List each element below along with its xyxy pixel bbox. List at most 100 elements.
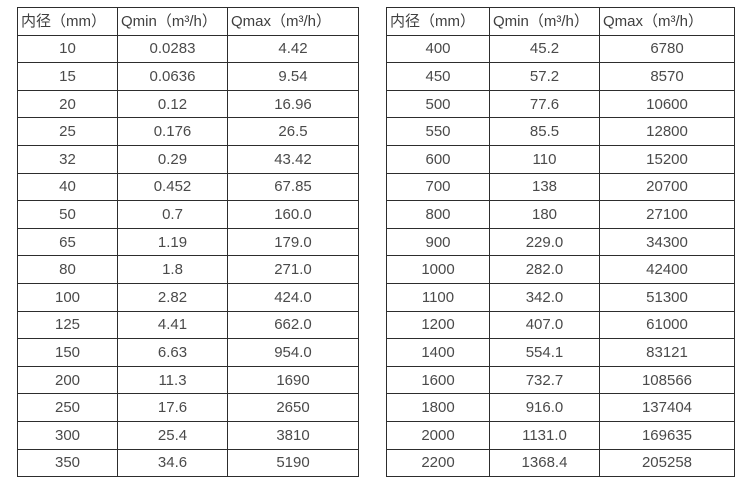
cell: 110 bbox=[489, 144, 600, 174]
cell: 400 bbox=[386, 34, 490, 64]
cell: 1.19 bbox=[117, 227, 228, 257]
table-row: 900 229.0 34300 bbox=[386, 227, 735, 257]
cell: 65 bbox=[17, 227, 118, 257]
cell: 1368.4 bbox=[489, 448, 600, 478]
cell: 0.29 bbox=[117, 144, 228, 174]
table-row: 80 1.8 271.0 bbox=[17, 255, 359, 284]
cell: 32 bbox=[17, 144, 118, 174]
cell: 50 bbox=[17, 200, 118, 229]
cell: 4.42 bbox=[227, 34, 359, 64]
column-header: 内径（mm） bbox=[17, 7, 118, 36]
cell: 83121 bbox=[599, 338, 735, 367]
cell: 1690 bbox=[227, 365, 359, 395]
table-row: 300 25.4 3810 bbox=[17, 420, 359, 450]
cell: 0.12 bbox=[117, 89, 228, 119]
cell: 179.0 bbox=[227, 227, 359, 257]
cell: 1800 bbox=[386, 393, 490, 422]
cell: 732.7 bbox=[489, 365, 600, 395]
cell: 700 bbox=[386, 172, 490, 202]
table-row: 15 0.0636 9.54 bbox=[17, 62, 359, 91]
table-row: 450 57.2 8570 bbox=[386, 62, 735, 91]
cell: 0.7 bbox=[117, 200, 228, 229]
cell: 554.1 bbox=[489, 338, 600, 367]
table-row: 1600 732.7 108566 bbox=[386, 365, 735, 395]
table-row: 25 0.176 26.5 bbox=[17, 117, 359, 146]
cell: 200 bbox=[17, 365, 118, 395]
cell: 43.42 bbox=[227, 144, 359, 174]
cell: 500 bbox=[386, 89, 490, 119]
table-body: 400 45.2 6780 450 57.2 8570 500 77.6 10600 550 85.… bbox=[386, 34, 735, 478]
column-header: 内径（mm） bbox=[386, 7, 490, 36]
cell: 169635 bbox=[599, 420, 735, 450]
cell: 1400 bbox=[386, 338, 490, 367]
cell: 5190 bbox=[227, 448, 359, 478]
column-header: Qmax（m³/h） bbox=[599, 7, 735, 36]
header-row: 内径（mm） Qmin（m³/h） Qmax（m³/h） bbox=[386, 7, 735, 36]
cell: 10600 bbox=[599, 89, 735, 119]
cell: 0.0636 bbox=[117, 62, 228, 91]
table-row: 350 34.6 5190 bbox=[17, 448, 359, 478]
table-row: 150 6.63 954.0 bbox=[17, 338, 359, 367]
cell: 34300 bbox=[599, 227, 735, 257]
cell: 916.0 bbox=[489, 393, 600, 422]
cell: 100 bbox=[17, 282, 118, 312]
cell: 40 bbox=[17, 172, 118, 202]
cell: 80 bbox=[17, 255, 118, 284]
table-row: 50 0.7 160.0 bbox=[17, 200, 359, 229]
cell: 20 bbox=[17, 89, 118, 119]
cell: 342.0 bbox=[489, 282, 600, 312]
table-row: 800 180 27100 bbox=[386, 200, 735, 229]
cell: 1131.0 bbox=[489, 420, 600, 450]
cell: 20700 bbox=[599, 172, 735, 202]
cell: 150 bbox=[17, 338, 118, 367]
cell: 900 bbox=[386, 227, 490, 257]
cell: 300 bbox=[17, 420, 118, 450]
cell: 34.6 bbox=[117, 448, 228, 478]
cell: 282.0 bbox=[489, 255, 600, 284]
flow-table-large-diameters: 内径（mm） Qmin（m³/h） Qmax（m³/h） 400 45.2 6780 45… bbox=[386, 7, 735, 478]
cell: 271.0 bbox=[227, 255, 359, 284]
cell: 180 bbox=[489, 200, 600, 229]
cell: 2200 bbox=[386, 448, 490, 478]
column-header: Qmin（m³/h） bbox=[489, 7, 600, 36]
cell: 12800 bbox=[599, 117, 735, 146]
table-row: 500 77.6 10600 bbox=[386, 89, 735, 119]
cell: 42400 bbox=[599, 255, 735, 284]
cell: 424.0 bbox=[227, 282, 359, 312]
cell: 27100 bbox=[599, 200, 735, 229]
table-row: 1200 407.0 61000 bbox=[386, 310, 735, 340]
table-row: 100 2.82 424.0 bbox=[17, 282, 359, 312]
table-row: 2200 1368.4 205258 bbox=[386, 448, 735, 478]
cell: 61000 bbox=[599, 310, 735, 340]
cell: 15200 bbox=[599, 144, 735, 174]
table-row: 400 45.2 6780 bbox=[386, 34, 735, 64]
cell: 229.0 bbox=[489, 227, 600, 257]
table-row: 250 17.6 2650 bbox=[17, 393, 359, 422]
cell: 2000 bbox=[386, 420, 490, 450]
cell: 600 bbox=[386, 144, 490, 174]
cell: 10 bbox=[17, 34, 118, 64]
cell: 800 bbox=[386, 200, 490, 229]
cell: 25.4 bbox=[117, 420, 228, 450]
cell: 350 bbox=[17, 448, 118, 478]
cell: 45.2 bbox=[489, 34, 600, 64]
table-body: 10 0.0283 4.42 15 0.0636 9.54 20 0.12 16.96 25 0.1… bbox=[17, 34, 359, 478]
cell: 0.176 bbox=[117, 117, 228, 146]
cell: 0.452 bbox=[117, 172, 228, 202]
cell: 3810 bbox=[227, 420, 359, 450]
cell: 550 bbox=[386, 117, 490, 146]
cell: 17.6 bbox=[117, 393, 228, 422]
cell: 57.2 bbox=[489, 62, 600, 91]
table-row: 1800 916.0 137404 bbox=[386, 393, 735, 422]
cell: 250 bbox=[17, 393, 118, 422]
cell: 15 bbox=[17, 62, 118, 91]
cell: 954.0 bbox=[227, 338, 359, 367]
cell: 6.63 bbox=[117, 338, 228, 367]
table-row: 32 0.29 43.42 bbox=[17, 144, 359, 174]
cell: 51300 bbox=[599, 282, 735, 312]
cell: 407.0 bbox=[489, 310, 600, 340]
cell: 160.0 bbox=[227, 200, 359, 229]
flow-table-small-diameters: 内径（mm） Qmin（m³/h） Qmax（m³/h） 10 0.0283 4.42 1… bbox=[17, 7, 359, 478]
cell: 205258 bbox=[599, 448, 735, 478]
header-row: 内径（mm） Qmin（m³/h） Qmax（m³/h） bbox=[17, 7, 359, 36]
